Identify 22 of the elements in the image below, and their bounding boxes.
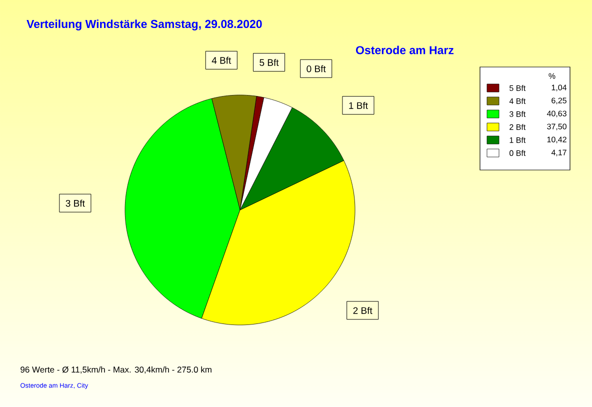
- legend-label: 4 Bft: [509, 98, 526, 104]
- legend-label: 1 Bft: [510, 137, 526, 143]
- slice-label: 5 Bft: [260, 58, 279, 66]
- legend-label: 5 Bft: [510, 85, 526, 91]
- data-label: 10,42: [547, 136, 566, 144]
- data-label: 6,25: [552, 98, 566, 104]
- data-label: 4,17: [551, 150, 566, 156]
- slice-label: 2 Bft: [353, 306, 372, 314]
- legend-label: 2 Bft: [510, 124, 526, 130]
- category-label: 1 Bft: [349, 102, 368, 109]
- text: 96 Werte - Ø 11,5km/h - Max. 30,4km/h - 275.0 km: [20, 366, 212, 374]
- chart-title: Verteilung Windstärke Samstag, 29.08.2020: [26, 20, 262, 30]
- legend-label: 0 Bft: [510, 150, 526, 156]
- data-label: 37,50: [547, 124, 566, 130]
- slice-label: 3 Bft: [66, 200, 85, 207]
- category-label: 0 Bft: [306, 65, 326, 72]
- legend-title: %: [548, 73, 556, 79]
- data-label: 1,04: [552, 84, 567, 92]
- legend-label: 3 Bft: [509, 111, 526, 117]
- data-label: 40,63: [546, 110, 566, 118]
- slice-label: 4 Bft: [212, 56, 232, 64]
- chart-subtitle: Osterode am Harz: [356, 46, 454, 54]
